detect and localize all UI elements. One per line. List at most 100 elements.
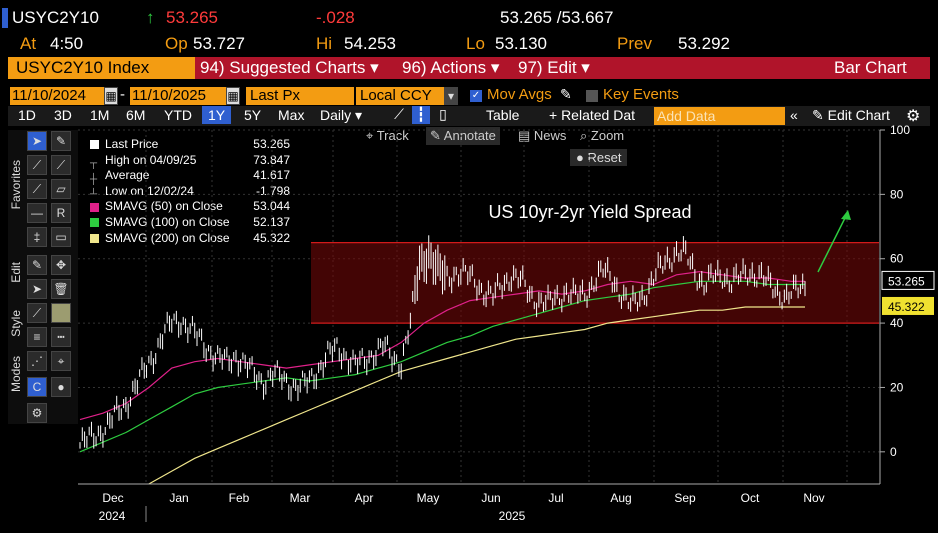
prev-label: Prev (617, 34, 652, 53)
period-max[interactable]: Max (278, 107, 305, 123)
pen-icon[interactable]: ✎ (51, 131, 71, 151)
side-tab-favorites[interactable]: Favorites (9, 160, 23, 210)
actions-menu[interactable]: 96) Actions ▾ (402, 58, 500, 77)
side-tab-edit[interactable]: Edit (9, 262, 23, 283)
ray-icon[interactable]: ⟋ (51, 155, 71, 175)
calendar-icon[interactable]: ▦ (104, 87, 118, 105)
candle-chart-icon[interactable]: ▯ (439, 106, 447, 122)
annotate-button[interactable]: ✎ Annotate (426, 127, 500, 145)
line-width-icon[interactable]: ≡ (27, 327, 47, 347)
frequency-selector[interactable]: Daily ▾ (320, 107, 363, 123)
low-marker-icon: ┴ (90, 189, 98, 201)
crosshair-icon: ⌖ (366, 128, 377, 143)
side-tab-modes[interactable]: Modes (9, 356, 23, 393)
period-1d[interactable]: 1D (18, 107, 36, 123)
bar-chart-icon[interactable]: ┇ (412, 106, 430, 124)
hline-icon[interactable]: — (27, 203, 47, 223)
legend-row: SMAVG (200) on Close 45.322 (90, 231, 290, 247)
reset-icon: ● (576, 150, 588, 165)
last-price: 53.265 (166, 8, 218, 27)
period-6m[interactable]: 6M (126, 107, 146, 123)
table-button[interactable]: Table (486, 107, 520, 123)
x-tick-label: Mar (290, 491, 311, 505)
end-date-field[interactable]: 11/10/2025 (130, 87, 226, 105)
calendar-icon[interactable]: ▦ (226, 87, 240, 105)
rect-icon[interactable]: ▭ (51, 227, 71, 247)
key-events-label[interactable]: Key Events (603, 86, 679, 103)
crosshair-icon[interactable]: ⌖ (51, 351, 71, 371)
track-button[interactable]: ⌖ Track (366, 128, 409, 144)
news-button[interactable]: ▤ News (518, 128, 566, 144)
x-tick-label: Sep (674, 491, 696, 505)
high-value: 54.253 (344, 34, 396, 53)
select-icon[interactable]: ➤ (27, 279, 47, 299)
legend-value: 53.265 (253, 137, 290, 151)
key-events-checkbox[interactable] (586, 90, 598, 102)
pencil-icon: ✎ (812, 107, 828, 123)
edit-chart-button[interactable]: ✎ Edit Chart (812, 107, 890, 124)
period-3d[interactable]: 3D (54, 107, 72, 123)
fill-color-icon[interactable] (51, 303, 71, 323)
palette-icon[interactable]: ● (51, 377, 71, 397)
pointer-icon[interactable]: ➤ (27, 131, 47, 151)
legend-label: SMAVG (100) on Close (105, 215, 230, 229)
news-icon: ▤ (518, 128, 534, 143)
side-tab-style[interactable]: Style (9, 310, 23, 337)
move-icon[interactable]: ✥ (51, 255, 71, 275)
x-tick-label: Jan (169, 491, 188, 505)
y-tick-label: 60 (890, 252, 904, 266)
legend-label: Last Price (105, 137, 159, 151)
chart-type-label[interactable]: Bar Chart (834, 58, 907, 77)
sma100-swatch (90, 218, 99, 228)
fib-icon[interactable]: ‡ (27, 227, 47, 247)
reset-button[interactable]: ● Reset (570, 149, 628, 166)
sma200-tag-box (882, 296, 934, 315)
related-data-button[interactable]: + Related Dat (549, 107, 635, 123)
legend-value: 53.044 (253, 199, 290, 214)
cycle-icon[interactable]: C (27, 377, 47, 397)
start-date-field[interactable]: 11/10/2024 (10, 87, 104, 105)
period-5y[interactable]: 5Y (244, 107, 262, 123)
sma200-line (148, 306, 805, 485)
dash-icon[interactable]: ┅ (51, 327, 71, 347)
line-chart-icon[interactable]: ⟋ (394, 106, 404, 122)
channel-icon[interactable]: ▱ (51, 179, 71, 199)
high-label: Hi (316, 34, 333, 53)
trash-icon[interactable]: 🗑 (51, 279, 71, 299)
dotted-icon[interactable]: ⋰ (27, 351, 47, 371)
edit-menu[interactable]: 97) Edit ▾ (518, 58, 590, 77)
field-selector[interactable]: Last Px (246, 87, 354, 105)
reset-label: Reset (587, 150, 622, 165)
legend-label: Low on 12/02/24 (105, 183, 194, 198)
draw-icon[interactable]: ✎ (27, 255, 47, 275)
settings-icon[interactable]: ⚙ (27, 403, 47, 423)
x-tick-label: Dec (102, 491, 123, 505)
chart-title: US 10yr-2yr Yield Spread (488, 202, 691, 222)
line-style-icon[interactable]: ⟋ (27, 303, 47, 323)
sma50-line (79, 270, 805, 421)
period-1y[interactable]: 1Y (202, 106, 232, 124)
mov-avgs-checkbox[interactable]: ✓ (470, 90, 482, 102)
y-tick-label: 0 (890, 445, 897, 459)
currency-selector[interactable]: Local CCY (356, 87, 448, 105)
legend-value: 73.847 (253, 152, 290, 167)
low-label: Lo (466, 34, 485, 53)
period-1m[interactable]: 1M (90, 107, 110, 123)
zoom-button[interactable]: ⌕ Zoom (580, 128, 624, 144)
text-icon[interactable]: R (51, 203, 71, 223)
add-data-input[interactable]: Add Data (654, 107, 785, 125)
gear-icon[interactable]: ⚙ (906, 108, 921, 125)
suggested-charts-menu[interactable]: 94) Suggested Charts ▾ (200, 58, 379, 77)
period-ytd[interactable]: YTD (164, 107, 192, 123)
security-field[interactable]: USYC2Y10 Index (8, 57, 198, 79)
menubar (195, 57, 930, 79)
trendline-icon[interactable]: ⟋ (27, 155, 47, 175)
chevron-down-icon[interactable]: ▾ (444, 87, 458, 105)
legend-row: Last Price 53.265 (90, 137, 290, 153)
mov-avgs-label[interactable]: Mov Avgs (487, 86, 552, 103)
pencil-icon[interactable]: ✎ (560, 86, 572, 102)
collapse-icon[interactable]: « (790, 107, 798, 123)
annotate-label: Annotate (443, 128, 496, 143)
segment-icon[interactable]: ⟋ (27, 179, 47, 199)
